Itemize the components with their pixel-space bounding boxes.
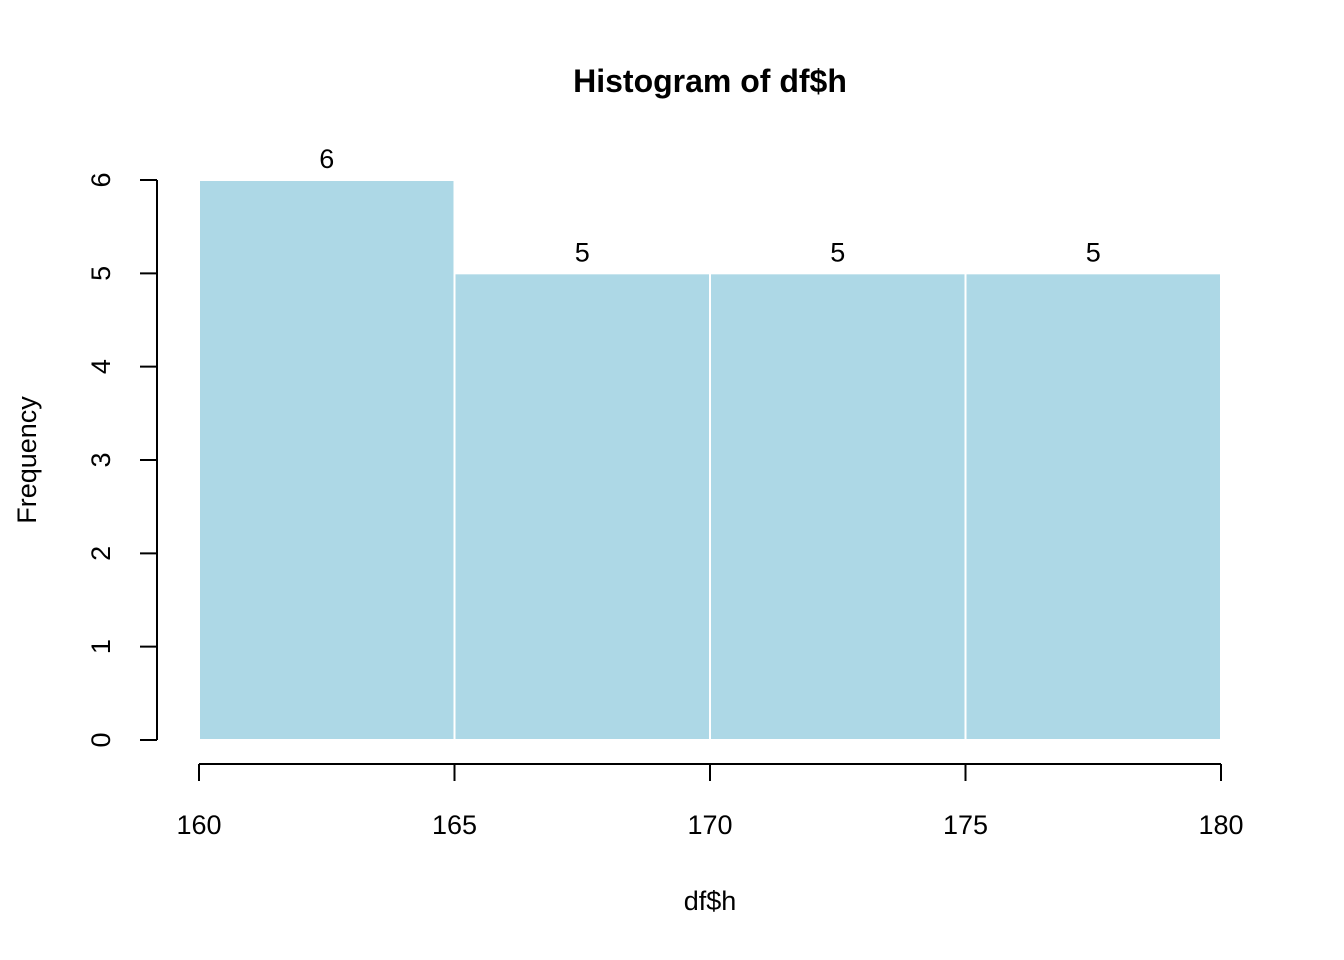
x-tick-label-0: 160 [176,810,221,840]
y-tick-label-2: 2 [86,546,116,561]
y-axis: 0 1 2 3 4 5 6 [86,172,158,748]
bars-group [198,179,1222,741]
bar-count-label-1: 5 [575,237,590,267]
histogram-bar-2 [709,272,967,741]
y-tick-label-0: 0 [86,732,116,747]
x-axis: 160 165 170 175 180 [176,763,1244,840]
bar-count-label-2: 5 [830,237,845,267]
x-tick-label-4: 180 [1198,810,1243,840]
x-tick-label-2: 170 [687,810,732,840]
histogram-bar-0 [198,179,456,741]
chart-title: Histogram of df$h [573,63,847,99]
y-tick-label-1: 1 [86,639,116,654]
x-tick-label-1: 165 [432,810,477,840]
y-tick-label-3: 3 [86,452,116,467]
y-tick-label-4: 4 [86,359,116,374]
y-tick-label-5: 5 [86,266,116,281]
bar-count-label-0: 6 [319,144,334,174]
histogram-bar-1 [453,272,711,741]
x-axis-label: df$h [684,886,737,916]
histogram-bar-3 [964,272,1222,741]
bar-count-label-3: 5 [1086,237,1101,267]
data-labels-group: 6 5 5 5 [319,144,1101,267]
y-tick-label-6: 6 [86,172,116,187]
x-tick-label-3: 175 [943,810,988,840]
y-axis-label: Frequency [12,396,42,524]
